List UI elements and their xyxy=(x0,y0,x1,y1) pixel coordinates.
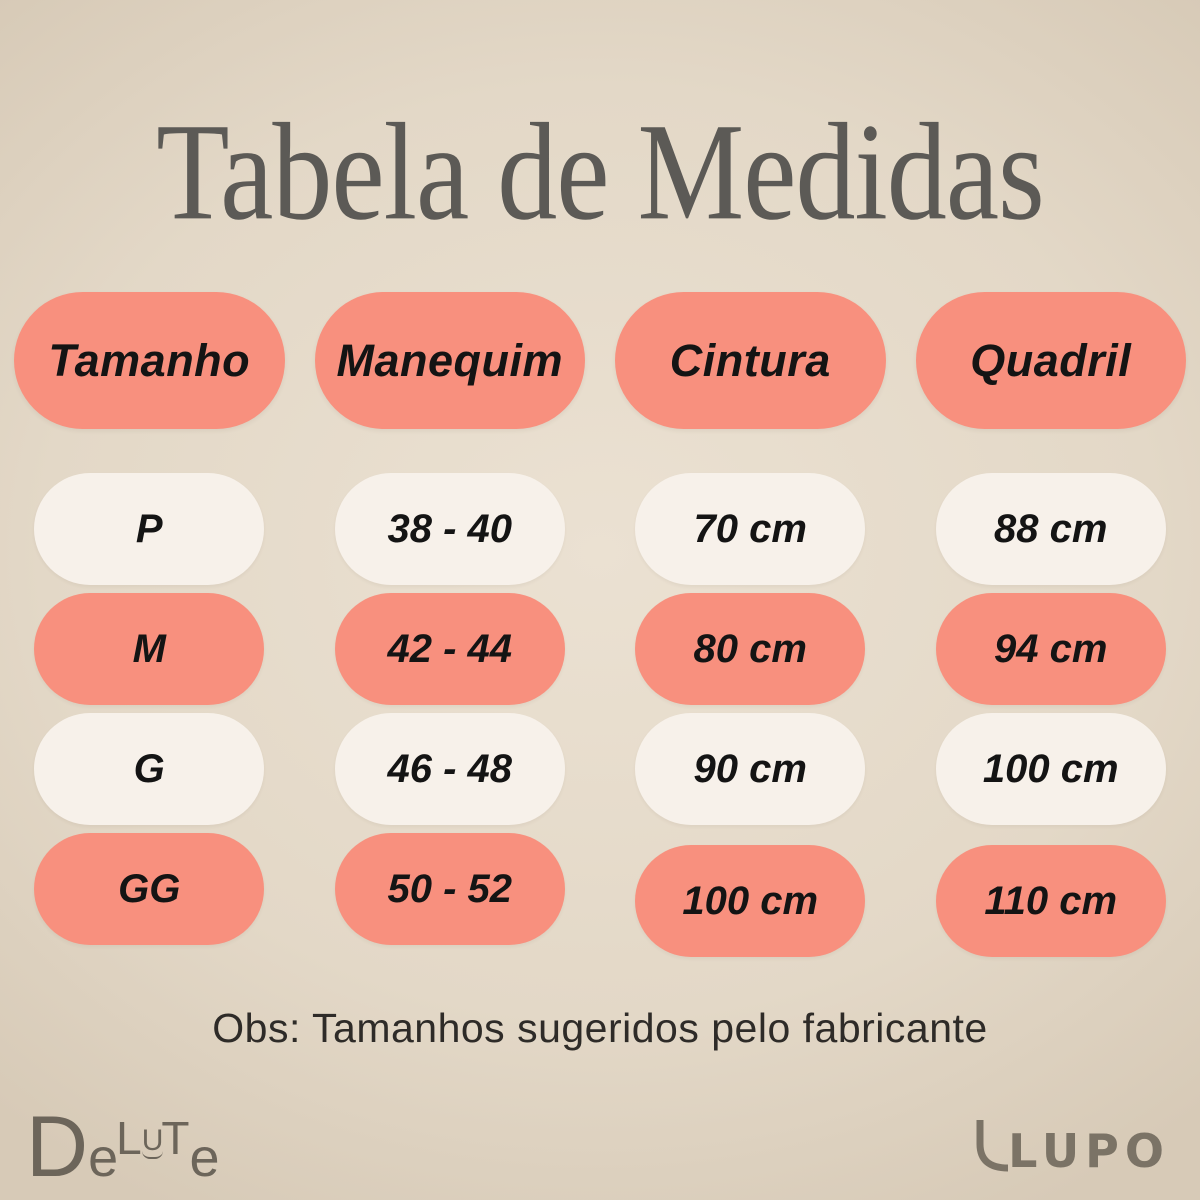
cell-p-tamanho: P xyxy=(34,473,265,585)
cell-g-tamanho: G xyxy=(34,713,265,825)
cell-gg-manequim: 50 - 52 xyxy=(334,833,565,945)
cell-m-quadril: 94 cm xyxy=(935,593,1166,705)
column-header-cintura: Cintura xyxy=(615,292,886,429)
delute-letter: e xyxy=(88,1128,119,1188)
note-text: Obs: Tamanhos sugeridos pelo fabricante xyxy=(212,1005,988,1051)
delute-letter: U xyxy=(141,1124,164,1159)
delute-letter: L xyxy=(116,1112,142,1164)
delute-logo: DeLUTe xyxy=(26,1104,220,1190)
cell-g-cintura: 90 cm xyxy=(635,713,866,825)
column-header-quadril: Quadril xyxy=(915,292,1186,429)
cell-p-quadril: 88 cm xyxy=(935,473,1166,585)
cell-gg-tamanho: GG xyxy=(34,833,265,945)
size-table: Tamanho Manequim Cintura Quadril P 38 - … xyxy=(0,292,1200,957)
cell-p-cintura: 70 cm xyxy=(635,473,866,585)
lupo-logo: LUPO xyxy=(972,1116,1170,1174)
cell-gg-cintura: 100 cm xyxy=(635,845,866,957)
delute-letter: T xyxy=(161,1112,190,1164)
cell-m-tamanho: M xyxy=(34,593,265,705)
cell-m-manequim: 42 - 44 xyxy=(334,593,565,705)
cell-m-cintura: 80 cm xyxy=(635,593,866,705)
lupo-wordmark: LUPO xyxy=(1008,1124,1170,1178)
lupo-arc-icon xyxy=(976,1120,1009,1172)
column-header-manequim: Manequim xyxy=(314,292,585,429)
cell-g-manequim: 46 - 48 xyxy=(334,713,565,825)
page-title: Tabela de Medidas xyxy=(156,94,1045,249)
cell-gg-quadril: 110 cm xyxy=(935,845,1166,957)
delute-letter: D xyxy=(26,1099,89,1195)
footer: DeLUTe LUPO xyxy=(26,1104,1170,1190)
cell-p-manequim: 38 - 40 xyxy=(334,473,565,585)
cell-g-quadril: 100 cm xyxy=(935,713,1166,825)
delute-letter: e xyxy=(189,1128,220,1188)
column-header-tamanho: Tamanho xyxy=(14,292,285,429)
